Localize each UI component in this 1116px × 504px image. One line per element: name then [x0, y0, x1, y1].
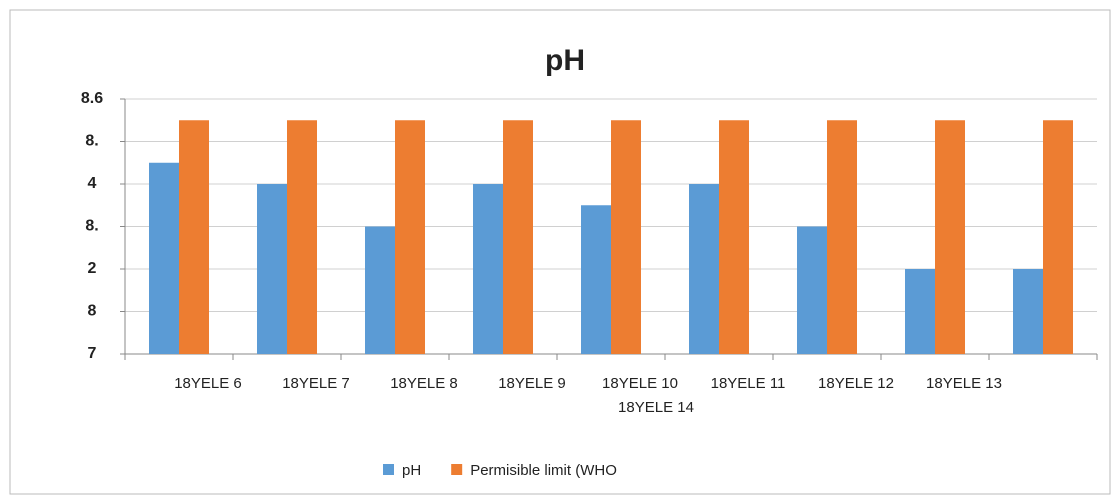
y-tick-label: 8	[88, 303, 97, 320]
legend-label: pH	[402, 462, 421, 479]
bar	[905, 269, 935, 354]
bar	[827, 120, 857, 354]
x-tick-label: 18YELE 7	[282, 375, 350, 392]
x-tick-label: 18YELE 14	[618, 399, 694, 416]
bar	[149, 162, 179, 354]
bar	[797, 226, 827, 354]
y-tick-label: 8.6	[81, 90, 103, 107]
x-tick-label: 18YELE 9	[498, 375, 566, 392]
legend-swatch	[383, 464, 394, 475]
y-tick-label: 4	[88, 175, 97, 192]
legend-swatch	[451, 464, 463, 475]
bar	[287, 120, 317, 354]
x-tick-label: 18YELE 12	[818, 375, 894, 392]
y-tick-label: 7	[88, 345, 97, 362]
bar	[581, 205, 611, 354]
bar	[719, 120, 749, 354]
bar	[365, 226, 395, 354]
bar	[1013, 269, 1043, 354]
bar	[503, 120, 533, 354]
y-tick-label: 8.	[85, 133, 98, 150]
bar	[689, 184, 719, 354]
bar	[473, 184, 503, 354]
bar	[611, 120, 641, 354]
bar	[1043, 120, 1073, 354]
legend-label: Permisible limit (WHO	[470, 462, 617, 479]
x-tick-label: 18YELE 11	[711, 375, 786, 392]
bar	[935, 120, 965, 354]
chart-title: pH	[545, 44, 585, 77]
bar	[257, 184, 287, 354]
x-tick-label: 18YELE 10	[602, 375, 678, 392]
y-tick-label: 2	[88, 260, 97, 277]
y-tick-label: 8.	[85, 218, 98, 235]
x-tick-label: 18YELE 8	[390, 375, 458, 392]
x-tick-label: 18YELE 13	[926, 375, 1002, 392]
x-tick-label: 18YELE 6	[174, 375, 242, 392]
bar	[179, 120, 209, 354]
bar	[395, 120, 425, 354]
